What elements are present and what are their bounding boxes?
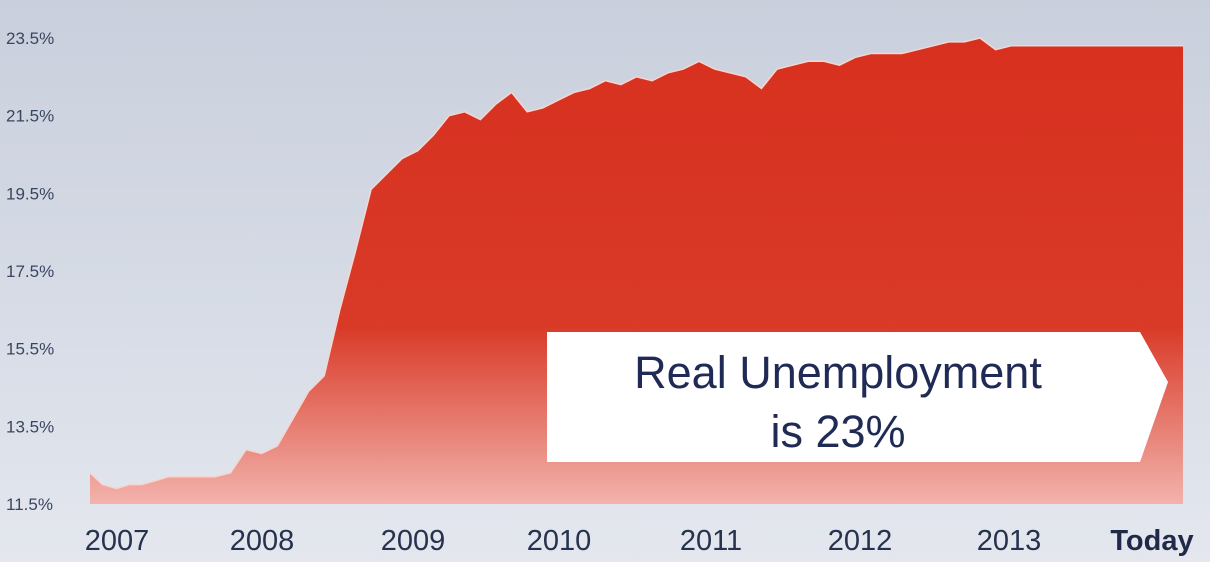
x-tick-label: 2010 <box>527 525 592 557</box>
y-tick-label: 13.5% <box>6 417 54 436</box>
y-tick-label: 19.5% <box>6 184 54 203</box>
callout-arrow-box <box>547 332 1168 462</box>
x-axis: 2007 2008 2009 2010 2011 2012 2013 Today <box>85 525 1194 557</box>
x-tick-label: 2012 <box>828 525 893 557</box>
y-tick-label: 11.5% <box>6 495 53 514</box>
y-tick-label: 21.5% <box>6 107 54 126</box>
y-tick-label: 23.5% <box>6 29 54 48</box>
x-tick-label: 2007 <box>85 525 150 557</box>
x-tick-label: Today <box>1110 525 1193 557</box>
callout-line-2: is 23% <box>770 406 905 457</box>
x-tick-label: 2008 <box>230 525 295 557</box>
y-tick-label: 17.5% <box>6 262 54 281</box>
area-series-edge <box>89 37 1183 490</box>
x-tick-label: 2013 <box>977 525 1042 557</box>
annotation-callout: Real Unemployment is 23% <box>547 332 1168 462</box>
x-tick-label: 2009 <box>381 525 446 557</box>
y-axis: 23.5% 21.5% 19.5% 17.5% 15.5% 13.5% 11.5% <box>6 29 54 514</box>
callout-line-1: Real Unemployment <box>634 347 1042 398</box>
x-tick-label: 2011 <box>680 525 742 557</box>
y-tick-label: 15.5% <box>6 340 54 359</box>
